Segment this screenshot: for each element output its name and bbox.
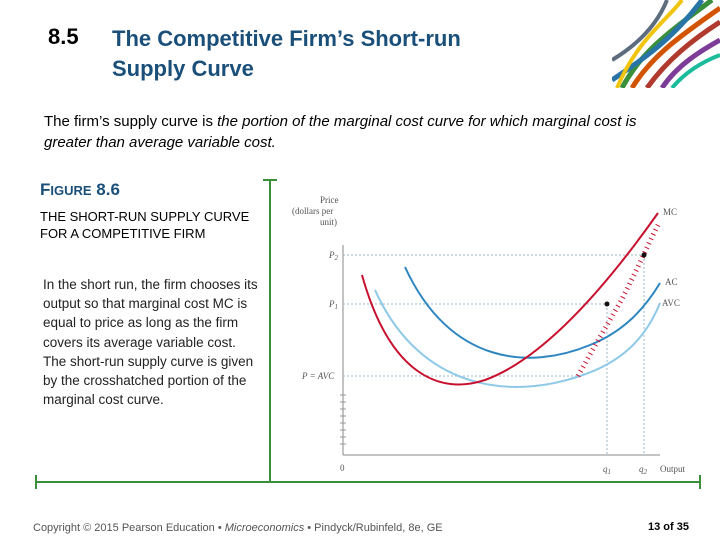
slide-title: The Competitive Firm’s Short-run Supply … <box>112 24 582 84</box>
figure-caption-2: The short-run supply curve is given by t… <box>43 353 254 408</box>
figure-label: FIGURE 8.6 <box>40 180 120 200</box>
footer-copyright-text: Copyright © 2015 Pearson Education • <box>33 522 225 534</box>
slide-title-line-2: Supply Curve <box>112 56 254 81</box>
decorative-cables-image <box>612 0 720 88</box>
mc-curve <box>361 212 659 386</box>
ac-curve <box>404 266 661 359</box>
figure-caption: In the short run, the firm chooses its o… <box>43 275 263 409</box>
y-tick-p1: P1 <box>328 299 338 311</box>
ac-label: AC <box>665 277 678 287</box>
slide-title-line-1: The Competitive Firm’s Short-run <box>112 26 461 51</box>
footer-authors: • Pindyck/Rubinfeld, 8e, GE <box>304 522 443 534</box>
figure-caption-1: In the short run, the firm chooses its o… <box>43 277 258 350</box>
y-axis-title-1: Price <box>320 195 339 205</box>
x-tick-q2: q2 <box>639 464 648 476</box>
figure-label-prefix: F <box>40 180 51 199</box>
point-p1-q1 <box>604 301 610 307</box>
supply-curve-diagram: Price (dollars per unit) 0 Output P2 P1 … <box>292 195 686 476</box>
intro-paragraph: The firm’s supply curve is the portion o… <box>44 111 644 153</box>
intro-text-italic: the portion of the marginal cost curve f… <box>44 113 637 151</box>
x-axis-title: Output <box>660 464 686 474</box>
mc-label: MC <box>663 207 677 217</box>
x-tick-q1: q1 <box>603 464 611 476</box>
page-of: of <box>660 521 677 533</box>
page-number: 13 of 35 <box>648 521 689 533</box>
footer-copyright: Copyright © 2015 Pearson Education • Mic… <box>33 522 443 534</box>
point-p2-q2 <box>641 252 647 258</box>
avc-curve <box>374 289 661 388</box>
y-axis-title-3: unit) <box>320 217 337 227</box>
footer-book-title: Microeconomics <box>224 522 305 534</box>
section-number: 8.5 <box>48 24 79 49</box>
figure-label-small: IGURE <box>50 183 92 198</box>
page-total: 35 <box>676 521 689 533</box>
figure-label-number: 8.6 <box>96 180 120 199</box>
y-tick-p2: P2 <box>328 250 339 262</box>
origin-label: 0 <box>340 463 345 473</box>
y-axis-title-2: (dollars per <box>292 206 333 216</box>
avc-label: AVC <box>662 298 680 308</box>
intro-text-plain: The firm’s supply curve is <box>44 113 218 130</box>
y-tick-p-avc: P = AVC <box>301 371 335 381</box>
page-current: 13 <box>648 521 661 533</box>
figure-heading: THE SHORT-RUN SUPPLY CURVE FOR A COMPETI… <box>40 209 250 241</box>
